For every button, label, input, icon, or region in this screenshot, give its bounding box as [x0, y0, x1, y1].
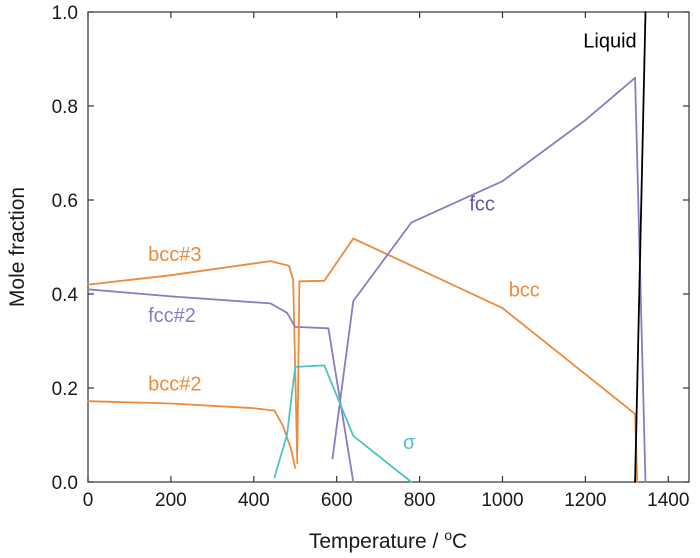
- x-tick-label: 1000: [481, 490, 523, 511]
- x-tick-label: 200: [155, 490, 187, 511]
- axis-ticks: 0 200 400 600 800 1000 1200 1400 0.0 0.2 0.4 0.6 0.8…: [52, 3, 690, 511]
- x-tick-label: 600: [321, 490, 353, 511]
- x-tick-label: 800: [404, 490, 436, 511]
- y-axis-title: Mole fraction: [6, 187, 29, 307]
- series-line-fcc: [331, 76, 647, 483]
- series-label-bcc: bcc: [509, 279, 540, 301]
- x-tick-label: 1200: [564, 490, 606, 511]
- series-line-fcc-2: [87, 288, 355, 483]
- series-label-bcc-2: bcc#2: [148, 373, 201, 395]
- series-label-liquid: Liquid: [583, 30, 636, 52]
- y-tick-label: 0.4: [52, 285, 79, 306]
- x-tick-label: 1400: [647, 490, 689, 511]
- x-axis-title-superscript: o: [444, 527, 452, 543]
- series-line-bcc-2: [87, 400, 297, 469]
- x-axis-title-main: Temperature /: [309, 530, 444, 553]
- y-tick-label: 1.0: [52, 3, 78, 24]
- series-line-liquid: [634, 11, 647, 483]
- series-label-bcc-3: bcc#3: [148, 244, 201, 266]
- x-axis-title: Temperature / oC: [309, 527, 467, 553]
- x-tick-label: 0: [83, 490, 94, 511]
- x-axis-title-unit: C: [452, 530, 467, 553]
- series-line-segment: [296, 237, 636, 455]
- series-label--: σ: [403, 432, 416, 454]
- x-tick-label: 400: [238, 490, 270, 511]
- series-labels: Liquid fcc bcc#3 bcc fcc#2 bcc#2 σ: [148, 30, 637, 454]
- y-tick-label: 0.0: [52, 473, 78, 494]
- series-line--: [273, 364, 413, 483]
- y-tick-label: 0.2: [52, 379, 78, 400]
- series-lines: [87, 11, 647, 483]
- series-line-bcc-3: [87, 260, 299, 465]
- y-tick-label: 0.6: [52, 191, 78, 212]
- series-label-fcc: fcc: [469, 193, 495, 215]
- series-label-fcc-2: fcc#2: [148, 305, 196, 327]
- y-tick-label: 0.8: [52, 97, 78, 118]
